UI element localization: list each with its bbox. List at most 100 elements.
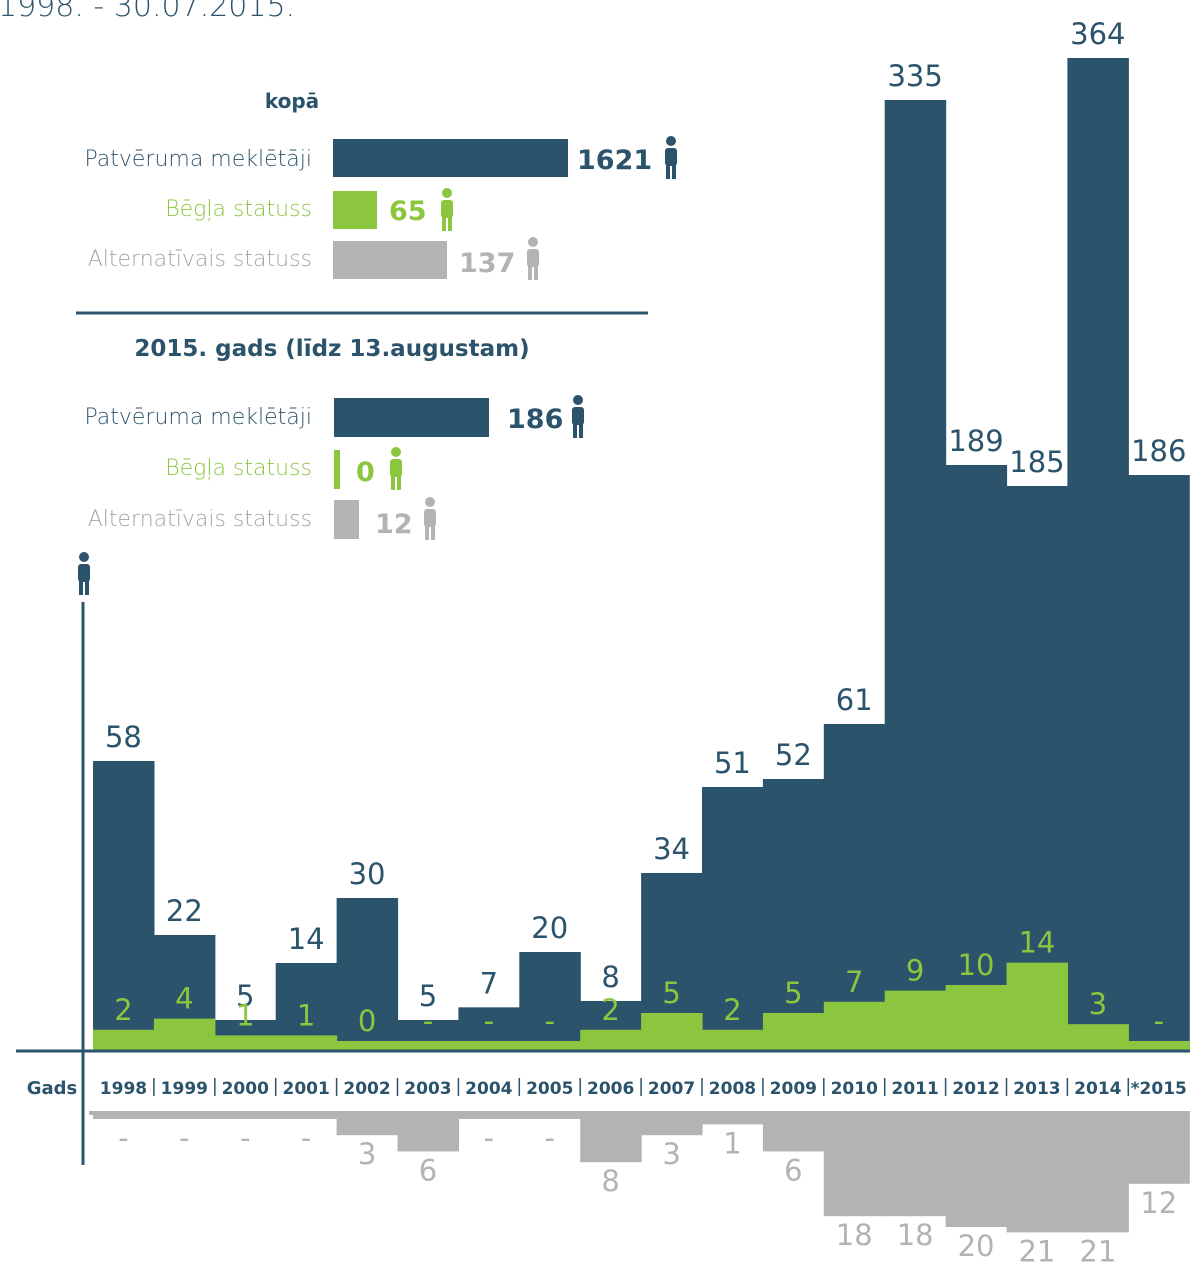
- summary-2015-alternative-value: 12: [375, 509, 413, 540]
- alternative-band: [89, 1111, 1190, 1115]
- refugee-value-label: 9: [906, 954, 924, 988]
- refugee-value-label: 5: [784, 976, 802, 1010]
- summary-2015-alternative-label: Alternatīvais statuss: [88, 507, 312, 532]
- refugee-value-label: 14: [1018, 926, 1055, 960]
- summary-2015-seekers-bar: [334, 398, 489, 437]
- alternative-value-label: -: [545, 1121, 555, 1155]
- seekers-value-label: 61: [836, 683, 873, 717]
- alternative-value-label: 1: [723, 1126, 741, 1160]
- year-label: 2004: [465, 1079, 512, 1099]
- seekers-bar: [1128, 475, 1190, 1050]
- alternative-bar: [397, 1114, 459, 1152]
- person-icon: [441, 188, 453, 231]
- x-axis-label: Gads: [27, 1078, 78, 1099]
- alternative-value-label: 12: [1140, 1186, 1177, 1220]
- summary-2015-alternative-bar: [334, 500, 359, 539]
- alternative-bar: [153, 1114, 216, 1119]
- seekers-value-label: 20: [531, 911, 568, 945]
- seekers-bar: [93, 761, 155, 1050]
- year-label: 2010: [831, 1079, 878, 1099]
- seekers-bar: [823, 724, 886, 1050]
- person-icon: [572, 395, 584, 438]
- person-icon: [665, 136, 677, 179]
- alternative-value-label: -: [179, 1121, 189, 1155]
- refugee-value-label: 0: [358, 1004, 376, 1038]
- summary-total-refugee-bar: [333, 191, 377, 229]
- refugee-value-label: -: [1154, 1004, 1164, 1038]
- refugee-bar: [397, 1041, 459, 1050]
- year-label: 2002: [343, 1079, 390, 1099]
- person-icon: [390, 447, 402, 490]
- summary-2015-refugee-bar: [334, 450, 340, 489]
- seekers-value-label: 8: [601, 960, 619, 994]
- seekers-value-label: 30: [349, 857, 386, 891]
- refugee-value-label: -: [545, 1004, 555, 1038]
- seekers-bar: [702, 787, 764, 1050]
- alternative-bar: [945, 1114, 1008, 1227]
- refugee-value-label: 2: [114, 993, 132, 1027]
- refugee-value-label: 2: [723, 993, 741, 1027]
- year-label: 2014: [1074, 1079, 1121, 1099]
- seekers-value-label: 22: [166, 894, 203, 928]
- seekers-bar: [336, 898, 399, 1050]
- year-label: 2008: [709, 1079, 756, 1099]
- seekers-bars: [93, 58, 1190, 1050]
- seekers-value-label: 5: [419, 979, 437, 1013]
- refugee-bar: [458, 1041, 520, 1050]
- refugee-bar: [1128, 1041, 1190, 1050]
- year-label: 2003: [404, 1079, 451, 1099]
- seekers-value-label: 52: [775, 738, 812, 772]
- alternative-bar: [93, 1114, 155, 1119]
- alternative-value-label: 20: [958, 1229, 995, 1263]
- alternative-bar: [1067, 1114, 1129, 1233]
- alternative-value-labels: - - - - 3 6 - - 8 3 1 6 18 18 20 21 21 12: [118, 1121, 1177, 1268]
- refugee-bar: [762, 1013, 825, 1050]
- person-icon: [527, 237, 539, 280]
- alternative-value-label: -: [118, 1121, 128, 1155]
- refugee-value-label: -: [484, 1004, 494, 1038]
- alternative-bar: [823, 1114, 886, 1217]
- seekers-bar: [945, 465, 1008, 1050]
- alternative-bar: [580, 1114, 642, 1163]
- seekers-value-label: 185: [1009, 445, 1064, 479]
- refugee-value-label: -: [423, 1004, 433, 1038]
- y-axis-person-icon: [78, 552, 90, 595]
- refugee-bar: [519, 1041, 581, 1050]
- year-label: 1998: [100, 1079, 147, 1099]
- summary-total-refugee-label: Bēgļa statuss: [165, 197, 312, 222]
- summary-total-seekers-label: Patvēruma meklētāji: [84, 147, 312, 172]
- refugee-bar: [153, 1018, 216, 1050]
- seekers-value-label: 364: [1070, 17, 1125, 51]
- refugee-value-label: 10: [958, 948, 995, 982]
- refugee-bar: [945, 985, 1008, 1050]
- refugee-bar: [702, 1029, 764, 1050]
- alternative-value-label: 3: [358, 1137, 376, 1171]
- year-label: 2005: [526, 1079, 573, 1099]
- seekers-value-label: 58: [105, 720, 142, 754]
- seekers-value-label: 5: [236, 979, 254, 1013]
- seekers-bar: [1067, 58, 1129, 1050]
- summary-total-alternative-bar: [333, 241, 447, 279]
- year-label: *2015: [1131, 1079, 1187, 1099]
- refugee-bar: [1067, 1024, 1129, 1050]
- refugee-bar: [336, 1041, 399, 1050]
- summary-total-heading: kopā: [265, 89, 319, 113]
- seekers-value-label: 186: [1131, 434, 1186, 468]
- alternative-bar: [458, 1114, 520, 1119]
- refugee-value-label: 7: [845, 965, 863, 999]
- refugee-value-label: 1: [297, 998, 315, 1032]
- summary-total-alternative-label: Alternatīvais statuss: [88, 247, 312, 272]
- year-label: 2013: [1013, 1079, 1060, 1099]
- seekers-bar: [1006, 486, 1068, 1050]
- seekers-value-label: 14: [288, 922, 325, 956]
- summary-2015-refugee-label: Bēgļa statuss: [165, 456, 312, 481]
- alternative-bar: [519, 1114, 581, 1119]
- refugee-value-label: 3: [1089, 987, 1107, 1021]
- seekers-bar: [519, 952, 581, 1050]
- refugee-bar: [884, 990, 947, 1050]
- summary-2015-heading: 2015. gads (līdz 13.augustam): [134, 336, 529, 362]
- alternative-bar: [336, 1114, 399, 1136]
- seekers-value-label: 335: [887, 59, 942, 93]
